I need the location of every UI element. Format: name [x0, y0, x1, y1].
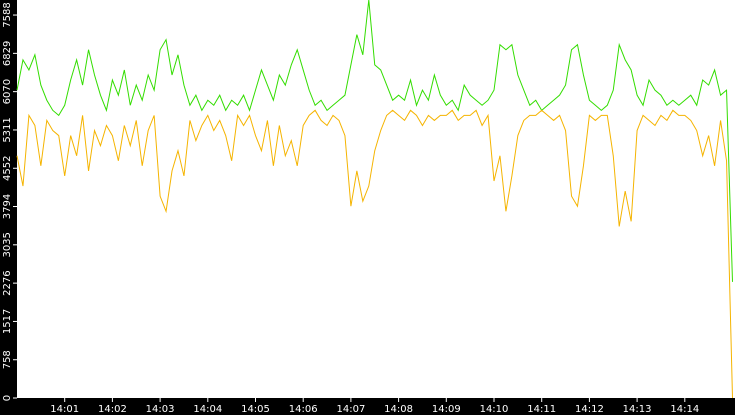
series-line	[16, 109, 733, 399]
x-tick-label: 14:03	[146, 404, 175, 415]
x-tick-label: 14:11	[527, 404, 556, 415]
y-tick-label: 1517	[2, 309, 13, 334]
y-tick-label: 2276	[2, 270, 13, 295]
y-tick-label: 4552	[2, 156, 13, 181]
y-tick-label: 6829	[2, 41, 13, 66]
x-tick-label: 14:01	[50, 404, 79, 415]
x-tick-label: 14:04	[193, 404, 222, 415]
x-tick-label: 14:02	[98, 404, 127, 415]
x-tick-label: 14:09	[432, 404, 461, 415]
y-tick-label: 3794	[2, 194, 13, 219]
x-tick-label: 14:07	[336, 404, 365, 415]
y-tick-label: 0	[2, 395, 13, 401]
x-tick-label: 14:12	[575, 404, 604, 415]
y-tick-label: 3035	[2, 232, 13, 257]
y-tick-label: 5311	[2, 117, 13, 142]
y-tick-label: 7588	[2, 2, 13, 27]
y-tick-label: 758	[2, 350, 13, 369]
x-tick-label: 14:13	[623, 404, 652, 415]
x-tick-label: 14:10	[480, 404, 509, 415]
x-tick-label: 14:08	[384, 404, 413, 415]
x-tick-label: 14:14	[670, 404, 699, 415]
y-tick-label: 6070	[2, 79, 13, 104]
series-line	[16, 0, 733, 282]
x-tick-label: 14:06	[289, 404, 318, 415]
plot-area	[17, 0, 735, 398]
x-tick-label: 14:05	[241, 404, 270, 415]
